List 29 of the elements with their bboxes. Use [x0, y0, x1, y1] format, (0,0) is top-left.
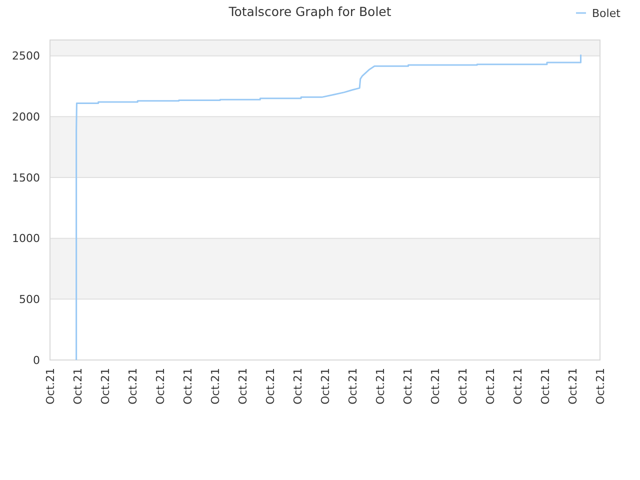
- y-tick-label: 2000: [12, 110, 40, 124]
- x-tick-label: Oct.21: [566, 368, 580, 405]
- x-tick-label: Oct.21: [484, 368, 497, 405]
- x-tick-label: Oct.21: [236, 368, 250, 405]
- x-tick-label: Oct.21: [208, 368, 222, 405]
- y-tick-label: 1000: [12, 232, 40, 246]
- x-tick-label: Oct.21: [291, 368, 304, 405]
- x-tick-label: Oct.21: [428, 368, 442, 405]
- x-tick-label: Oct.21: [126, 368, 140, 405]
- x-tick-label: Oct.21: [401, 368, 414, 405]
- x-tick-label: Oct.21: [318, 368, 332, 405]
- x-tick-label: Oct.21: [511, 368, 524, 405]
- legend-label: Bolet: [592, 6, 622, 20]
- y-tick-label: 500: [19, 293, 40, 306]
- y-tick-label: 0: [33, 354, 40, 367]
- x-tick-label: Oct.21: [154, 368, 167, 405]
- x-tick-label: Oct.21: [44, 368, 57, 405]
- x-tick-label: Oct.21: [374, 368, 387, 405]
- x-tick-label: Oct.21: [71, 368, 84, 405]
- x-tick-label: Oct.21: [181, 368, 194, 405]
- x-tick-label: Oct.21: [264, 368, 277, 405]
- x-tick-label: Oct.21: [594, 368, 607, 405]
- y-tick-label: 2500: [12, 50, 40, 63]
- x-tick-label: Oct.21: [346, 368, 360, 405]
- x-tick-label: Oct.21: [538, 368, 552, 405]
- x-tick-label: Oct.21: [456, 368, 470, 405]
- y-tick-label: 1500: [12, 171, 40, 184]
- chart-title: Totalscore Graph for Bolet: [228, 4, 392, 19]
- x-tick-label: Oct.21: [98, 368, 112, 405]
